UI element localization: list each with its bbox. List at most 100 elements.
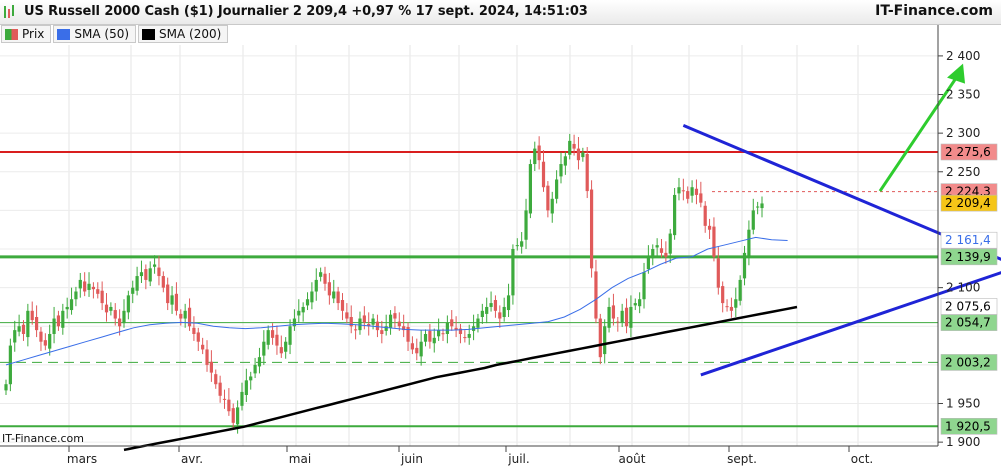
candle-body xyxy=(751,210,755,230)
candle-body xyxy=(528,164,532,214)
candle-body xyxy=(327,282,331,296)
candle xyxy=(257,347,262,374)
candle xyxy=(524,198,528,250)
candle-body xyxy=(279,347,283,354)
candle-body xyxy=(572,143,576,149)
candle xyxy=(336,286,340,311)
candle xyxy=(498,305,502,328)
candle xyxy=(104,293,109,322)
candle xyxy=(21,320,26,341)
price-tag-label: 2 075,6 xyxy=(945,299,991,313)
x-tick-label: août xyxy=(618,452,645,466)
candle-body xyxy=(375,321,380,331)
candle xyxy=(17,314,21,337)
price-tag-label: 2 161,4 xyxy=(945,233,991,247)
candle xyxy=(222,389,227,409)
candle-body xyxy=(78,279,82,289)
candle-body xyxy=(122,310,126,324)
candle-body xyxy=(703,205,707,226)
candle xyxy=(629,295,633,338)
candle-body xyxy=(201,344,205,350)
candle xyxy=(603,319,607,364)
candle-body xyxy=(515,245,519,247)
candle xyxy=(297,299,301,323)
candle-body xyxy=(397,321,401,327)
candle xyxy=(174,282,179,316)
candle xyxy=(305,292,310,311)
candle-body xyxy=(43,340,47,346)
candle xyxy=(349,305,353,334)
candle-body xyxy=(319,272,323,277)
drag-handle-icon[interactable] xyxy=(3,4,15,20)
x-tick-label: sept. xyxy=(727,452,757,466)
candle-body xyxy=(131,287,135,294)
candle xyxy=(74,286,78,307)
candle xyxy=(139,260,144,284)
candle xyxy=(214,369,218,389)
candle xyxy=(148,261,152,287)
candle-body xyxy=(249,376,253,381)
candle-body xyxy=(734,299,738,308)
candle xyxy=(231,403,235,430)
candle-body xyxy=(314,279,318,292)
candle-body xyxy=(13,330,17,343)
candle-body xyxy=(541,161,546,188)
price-tag-box xyxy=(940,194,998,212)
price-tag: 2 054,7 xyxy=(940,314,998,331)
candle xyxy=(8,338,12,392)
candle xyxy=(354,324,358,340)
price-tag-label: 2 275,6 xyxy=(945,145,991,159)
candle xyxy=(559,152,563,184)
candle xyxy=(458,323,463,344)
candle-body xyxy=(489,303,493,307)
candle xyxy=(756,201,760,215)
candle xyxy=(747,220,751,266)
candle-body xyxy=(244,380,248,396)
candle-body xyxy=(533,148,537,165)
trend-line xyxy=(700,271,1001,377)
candle xyxy=(410,336,415,355)
candle-body xyxy=(699,193,703,203)
candle xyxy=(681,178,685,201)
candle xyxy=(314,268,318,301)
legend-item-prix[interactable]: Prix xyxy=(1,25,52,43)
candle-body xyxy=(437,330,441,337)
candle-body xyxy=(358,318,362,331)
candle-body xyxy=(240,391,244,406)
candle-body xyxy=(585,154,589,192)
candle xyxy=(96,282,100,299)
candle xyxy=(489,291,493,312)
candle xyxy=(157,255,161,286)
legend-item-sma50[interactable]: SMA (50) xyxy=(53,25,137,43)
price-tag-box xyxy=(940,418,998,435)
candle-body xyxy=(104,304,109,313)
candle xyxy=(576,137,581,170)
candle xyxy=(332,279,336,304)
legend-item-sma200[interactable]: SMA (200) xyxy=(138,25,229,43)
candle-body xyxy=(756,206,760,208)
candle-body xyxy=(506,295,511,311)
legend-label: Prix xyxy=(22,27,45,41)
candle xyxy=(686,186,690,204)
candle-body xyxy=(100,290,104,304)
candle xyxy=(275,325,279,355)
price-tag-label: 2 209,4 xyxy=(945,196,991,210)
candle-body xyxy=(152,264,157,267)
candle xyxy=(506,283,511,317)
candle xyxy=(611,293,616,326)
candle-body xyxy=(707,225,712,230)
candle xyxy=(83,272,87,297)
candle-body xyxy=(8,345,12,385)
candle xyxy=(428,323,432,349)
candle xyxy=(371,313,375,330)
price-tag: 2 139,9 xyxy=(940,248,998,266)
candle xyxy=(393,306,397,328)
candle xyxy=(620,303,624,328)
candle-body xyxy=(550,198,554,214)
candle-body xyxy=(113,310,117,319)
candle xyxy=(4,379,8,396)
candle-body xyxy=(419,341,423,357)
candle-body xyxy=(305,299,310,306)
candle xyxy=(721,281,725,313)
